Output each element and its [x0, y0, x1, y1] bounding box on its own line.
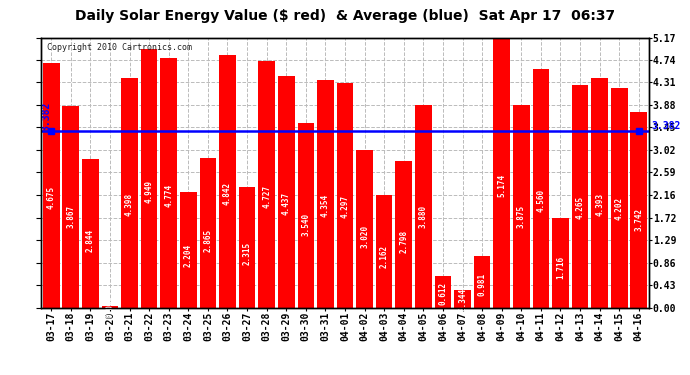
- Text: 0.981: 0.981: [477, 273, 486, 296]
- Bar: [101, 306, 118, 308]
- Bar: [239, 187, 255, 308]
- Text: 4.774: 4.774: [164, 184, 173, 207]
- Bar: [572, 85, 589, 308]
- Text: 3.382: 3.382: [41, 102, 51, 131]
- Text: Daily Solar Energy Value ($ red)  & Average (blue)  Sat Apr 17  06:37: Daily Solar Energy Value ($ red) & Avera…: [75, 9, 615, 23]
- Text: 3.742: 3.742: [634, 208, 643, 231]
- Text: 4.949: 4.949: [145, 180, 154, 203]
- Bar: [533, 69, 549, 308]
- Text: 4.202: 4.202: [615, 197, 624, 220]
- Bar: [631, 112, 647, 308]
- Bar: [611, 88, 627, 308]
- Bar: [376, 195, 393, 308]
- Bar: [513, 105, 530, 308]
- Bar: [435, 276, 451, 308]
- Bar: [474, 256, 491, 307]
- Bar: [43, 63, 59, 308]
- Text: 1.716: 1.716: [556, 256, 565, 279]
- Text: 4.727: 4.727: [262, 185, 271, 208]
- Text: 2.162: 2.162: [380, 245, 388, 268]
- Bar: [278, 76, 295, 307]
- Bar: [160, 58, 177, 308]
- Text: 3.867: 3.867: [66, 205, 75, 228]
- Text: 3.880: 3.880: [419, 205, 428, 228]
- Text: 5.174: 5.174: [497, 174, 506, 198]
- Bar: [415, 105, 432, 308]
- Text: 4.398: 4.398: [125, 193, 134, 216]
- Bar: [121, 78, 138, 308]
- Bar: [219, 55, 236, 308]
- Bar: [395, 161, 412, 308]
- Text: Copyright 2010 Cartronics.com: Copyright 2010 Cartronics.com: [48, 43, 193, 52]
- Text: 3.875: 3.875: [517, 205, 526, 228]
- Text: 4.842: 4.842: [223, 182, 232, 205]
- Bar: [141, 49, 157, 308]
- Text: 2.865: 2.865: [204, 229, 213, 252]
- Text: 4.675: 4.675: [47, 186, 56, 209]
- Text: 0.032: 0.032: [106, 295, 115, 318]
- Bar: [356, 150, 373, 308]
- Text: 2.844: 2.844: [86, 229, 95, 252]
- Text: 4.437: 4.437: [282, 192, 290, 215]
- Bar: [180, 192, 197, 308]
- Bar: [591, 78, 608, 308]
- Text: 0.344: 0.344: [458, 288, 467, 311]
- Bar: [199, 158, 216, 308]
- Text: 2.315: 2.315: [243, 242, 252, 265]
- Text: 4.265: 4.265: [575, 196, 584, 219]
- Bar: [454, 290, 471, 308]
- Text: 4.560: 4.560: [536, 189, 545, 212]
- Text: 2.204: 2.204: [184, 244, 193, 267]
- Text: 4.297: 4.297: [340, 195, 350, 218]
- Text: 3.020: 3.020: [360, 225, 369, 248]
- Bar: [493, 37, 510, 308]
- Text: 0.612: 0.612: [438, 282, 447, 304]
- Bar: [297, 123, 314, 308]
- Bar: [337, 83, 353, 308]
- Bar: [82, 159, 99, 308]
- Text: 3.382: 3.382: [651, 121, 681, 131]
- Text: 3.540: 3.540: [302, 213, 310, 236]
- Text: 2.798: 2.798: [400, 230, 408, 253]
- Bar: [552, 218, 569, 308]
- Text: 4.354: 4.354: [321, 194, 330, 217]
- Bar: [258, 61, 275, 308]
- Bar: [63, 105, 79, 308]
- Bar: [317, 80, 334, 308]
- Text: 4.393: 4.393: [595, 193, 604, 216]
